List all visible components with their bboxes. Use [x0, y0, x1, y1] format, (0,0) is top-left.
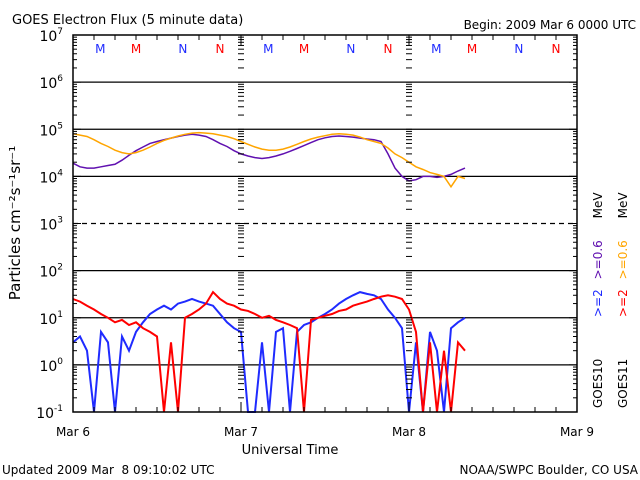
legend-goes10-e2: >=2	[591, 289, 605, 317]
y-tick-base: 10	[39, 29, 57, 45]
x-tick-label: Mar 7	[224, 425, 258, 439]
marker-m: M	[431, 42, 441, 56]
y-tick-label: 10-1	[36, 404, 63, 422]
marker-n: N	[384, 42, 393, 56]
y-tick-base: 10	[39, 170, 57, 186]
marker-m: M	[299, 42, 309, 56]
x-tick-label: Mar 6	[56, 425, 90, 439]
marker-m: M	[263, 42, 273, 56]
y-tick-label: 107	[39, 27, 63, 45]
y-tick-exponent: 4	[57, 168, 63, 178]
y-tick-base: 10	[39, 312, 57, 328]
y-axis-label: Particles cm⁻²s⁻¹sr⁻¹	[6, 146, 24, 300]
legend-goes11-sat: GOES11	[616, 359, 630, 408]
marker-n: N	[346, 42, 355, 56]
y-tick-base: 10	[39, 123, 57, 139]
grid-lines	[73, 81, 577, 366]
chart-title: GOES Electron Flux (5 minute data)	[12, 13, 243, 28]
y-tick-exponent: 7	[57, 27, 63, 37]
y-tick-exponent: 5	[57, 121, 63, 131]
y-tick-label: 103	[39, 216, 63, 234]
y-tick-label: 102	[39, 263, 63, 281]
y-tick-label: 105	[39, 121, 63, 139]
y-tick-base: 10	[36, 406, 54, 422]
marker-n: N	[216, 42, 225, 56]
marker-m: M	[467, 42, 477, 56]
y-tick-exponent: -1	[54, 404, 63, 414]
marker-n: N	[552, 42, 561, 56]
y-tick-base: 10	[39, 76, 57, 92]
begin-time: Begin: 2009 Mar 6 0000 UTC	[464, 18, 636, 32]
legend-goes10-unit: MeV	[591, 192, 605, 219]
y-tick-exponent: 3	[57, 216, 63, 226]
y-tick-label: 106	[39, 74, 63, 92]
marker-m: M	[95, 42, 105, 56]
y-tick-exponent: 6	[57, 74, 63, 84]
y-tick-exponent: 2	[57, 263, 63, 273]
legend-goes10: GOES10 >=2 >=0.6 MeV	[591, 192, 605, 408]
updated-time: Updated 2009 Mar 8 09:10:02 UTC	[2, 463, 214, 477]
series-line-goes11-2-mev	[72, 290, 466, 413]
marker-m: M	[131, 42, 141, 56]
y-tick-label: 101	[39, 310, 63, 328]
y-tick-label: 100	[39, 357, 63, 375]
x-tick-label: Mar 8	[392, 425, 426, 439]
legend-goes11-unit: MeV	[616, 192, 630, 219]
marker-n: N	[514, 42, 523, 56]
y-tick-exponent: 1	[57, 310, 63, 320]
series-line-goes10-0-6-mev	[72, 133, 466, 182]
series-line-goes10-2-mev	[72, 291, 466, 413]
x-tick-label: Mar 9	[560, 425, 594, 439]
y-tick-base: 10	[39, 265, 57, 281]
series-line-goes11-0-6-mev	[72, 131, 466, 189]
legend-goes10-e06: >=0.6	[591, 240, 605, 279]
legend-goes11-e2: >=2	[616, 289, 630, 317]
y-tick-label: 104	[39, 168, 63, 186]
x-axis-label: Universal Time	[242, 443, 339, 458]
y-tick-base: 10	[39, 218, 57, 234]
legend-goes11: GOES11 >=2 >=0.6 MeV	[616, 192, 630, 408]
axis-ticks	[73, 35, 577, 413]
data-source: NOAA/SWPC Boulder, CO USA	[460, 463, 639, 477]
x-tick-labels: Mar 6 Mar 7 Mar 8 Mar 9	[56, 425, 594, 439]
y-tick-base: 10	[39, 359, 57, 375]
marker-n: N	[178, 42, 187, 56]
y-tick-exponent: 0	[57, 357, 63, 367]
legend-goes11-e06: >=0.6	[616, 240, 630, 279]
legend: GOES10 >=2 >=0.6 MeV GOES11 >=2 >=0.6 Me…	[591, 192, 630, 408]
legend-goes10-sat: GOES10	[591, 359, 605, 408]
